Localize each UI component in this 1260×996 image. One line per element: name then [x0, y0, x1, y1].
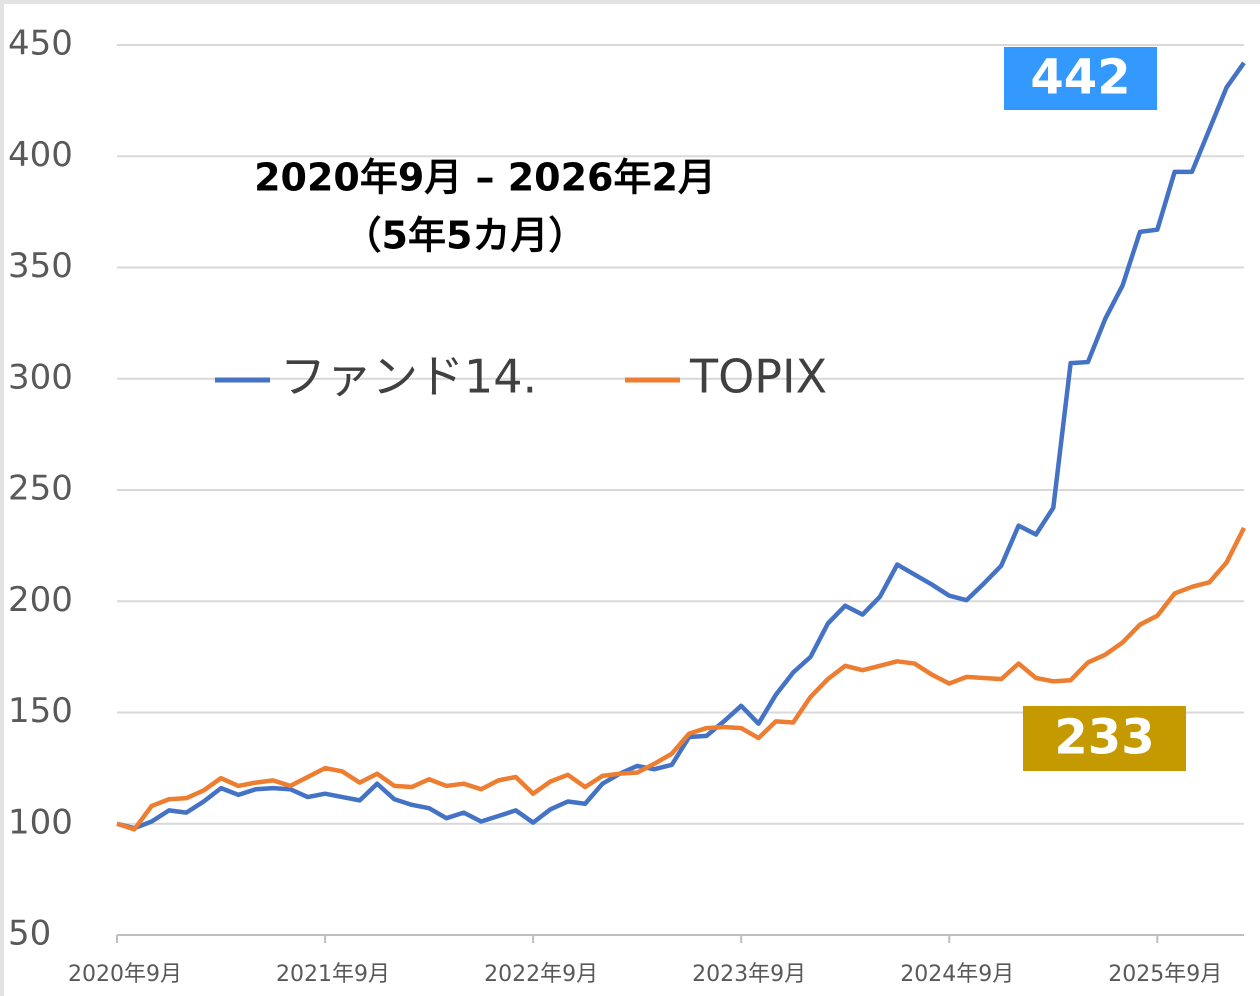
y-tick-label: 150 — [8, 691, 73, 731]
value-label-box — [1004, 47, 1157, 110]
y-tick-label: 200 — [8, 580, 73, 620]
x-tick-label: 2022年9月 — [484, 962, 598, 987]
plot-background — [4, 4, 1260, 996]
y-tick-label: 100 — [8, 802, 73, 842]
y-tick-label: 350 — [8, 246, 73, 286]
line-series — [116, 61, 1246, 831]
legend-label: TOPIX — [689, 350, 827, 404]
y-tick-label: 400 — [8, 135, 73, 175]
x-tick-label: 2023年9月 — [692, 962, 806, 987]
x-tick-label: 2020年9月 — [68, 962, 182, 987]
value-label-box — [1023, 706, 1186, 771]
legend-label: ファンド14. — [280, 350, 537, 404]
y-tick-label: 250 — [8, 469, 73, 509]
line-series — [116, 526, 1247, 832]
annotation: （5年5カ月） — [344, 214, 587, 258]
annotation: 2020年9月 – 2026年2月 — [254, 156, 716, 200]
y-tick-label: 450 — [8, 24, 73, 64]
value-label: 442 — [1030, 50, 1130, 106]
y-tick-label: 300 — [8, 357, 73, 397]
value-label: 233 — [1054, 710, 1154, 766]
y-tick-label: 50 — [8, 914, 51, 954]
x-tick-label: 2025年9月 — [1108, 962, 1222, 987]
x-tick-label: 2024年9月 — [900, 962, 1014, 987]
x-tick-label: 2021年9月 — [276, 962, 390, 987]
